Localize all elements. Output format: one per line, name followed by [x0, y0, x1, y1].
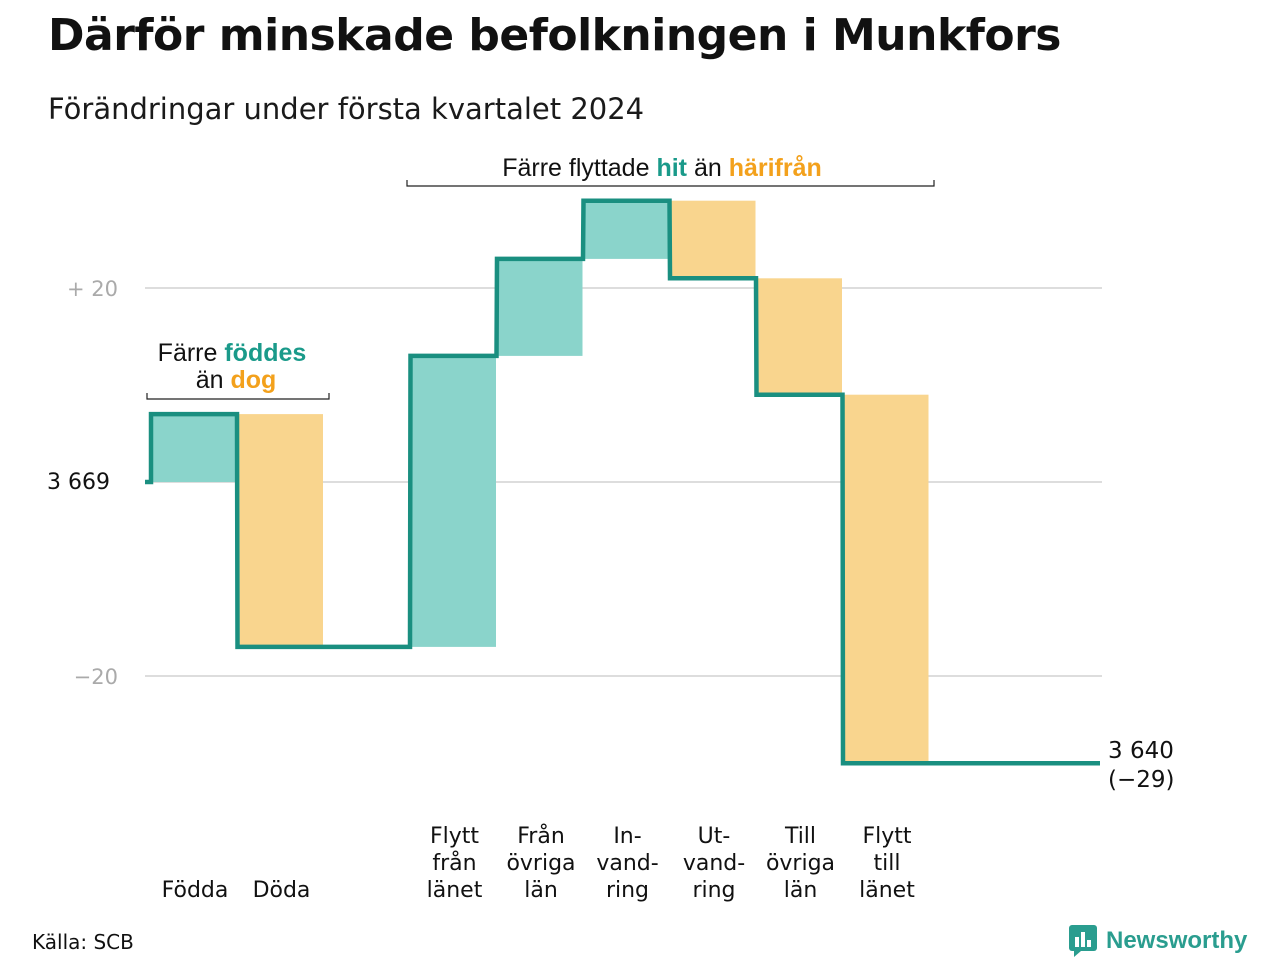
- category-label: till: [874, 851, 901, 876]
- bar-till-övriga-län: [756, 278, 842, 395]
- category-label: Ut-: [698, 824, 731, 849]
- category-label: In-: [613, 824, 641, 849]
- moves-annotation: Färre flyttade hit än härifrån: [406, 154, 935, 187]
- brand-name: Newsworthy: [1106, 927, 1248, 954]
- svg-text:Färre föddes: Färre föddes: [158, 339, 307, 367]
- bar-från-övriga-län: [497, 258, 583, 356]
- category-label: ring: [606, 878, 649, 903]
- category-label: ring: [692, 878, 735, 903]
- category-label: Från: [517, 823, 565, 849]
- cumulative-step-line: [145, 198, 1100, 766]
- category-label: länet: [859, 878, 915, 903]
- newsworthy-logo: Newsworthy: [1068, 924, 1247, 958]
- end-value-label: 3 640: [1108, 738, 1174, 764]
- births-bracket: [146, 393, 330, 400]
- category-label: län: [784, 878, 818, 903]
- bar-döda: [237, 414, 323, 647]
- moves-annotation-prefix: Färre flyttade: [502, 154, 649, 182]
- y-tick-label: −20: [74, 665, 118, 689]
- moves-annotation-middle: än: [694, 154, 722, 182]
- category-labels: Födda DödaFlyttfrånlänetFrånövrigalänIn-v…: [162, 823, 916, 903]
- chart-title: Därför minskade befolkningen i Munkfors: [48, 10, 1061, 61]
- births-annotation: Färre föddes än dog: [146, 339, 330, 400]
- moves-bracket: [406, 180, 935, 187]
- category-label: län: [524, 878, 558, 903]
- category-label: Födda: [162, 878, 229, 903]
- bar-utvandring: [670, 200, 756, 279]
- moves-annotation-harifran: härifrån: [729, 154, 822, 182]
- chart-subtitle: Förändringar under första kvartalet 2024: [48, 92, 645, 126]
- category-label: vand-: [596, 851, 658, 876]
- moves-annotation-hit: hit: [656, 154, 687, 182]
- category-label: länet: [427, 878, 483, 903]
- category-label: Döda: [253, 878, 311, 903]
- category-label: Flytt: [430, 824, 479, 849]
- newsworthy-chart-icon: [1069, 925, 1097, 957]
- source-note: Källa: SCB: [32, 930, 134, 954]
- births-annotation-line2-highlight: dog: [230, 366, 276, 394]
- end-change-label: (−29): [1108, 767, 1174, 793]
- step-line-layer: [145, 198, 1100, 766]
- category-label: från: [432, 850, 476, 876]
- bar-födda: [151, 414, 237, 482]
- births-annotation-line2-prefix: än: [196, 366, 224, 394]
- bar-invandring: [583, 200, 669, 259]
- bar-flytt-till-länet: [843, 394, 929, 764]
- svg-text:än dog: än dog: [196, 366, 277, 394]
- category-label: övriga: [506, 851, 575, 876]
- births-annotation-prefix: Färre: [158, 339, 218, 367]
- category-label: Flytt: [862, 824, 911, 849]
- bar-flytt-från-länet: [410, 355, 496, 647]
- category-label: Till: [784, 824, 816, 849]
- births-annotation-highlight: föddes: [224, 339, 306, 367]
- start-value-label: 3 669: [47, 470, 110, 495]
- y-tick-label: + 20: [67, 277, 118, 301]
- category-label: övriga: [766, 851, 835, 876]
- svg-text:Färre flyttade hit: Färre flyttade hit än härifrån: [502, 154, 822, 182]
- bars: [151, 200, 929, 764]
- category-label: vand-: [683, 851, 745, 876]
